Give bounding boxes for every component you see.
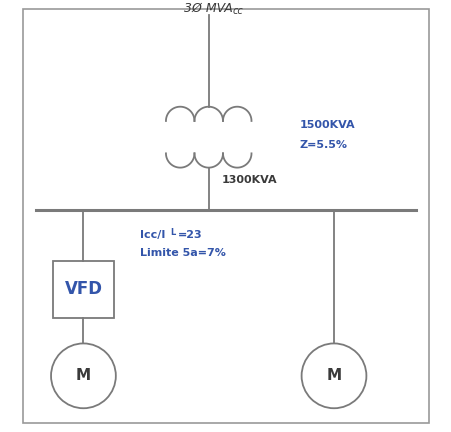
Text: cc: cc xyxy=(232,6,243,16)
Text: VFD: VFD xyxy=(64,280,102,299)
Text: Z=5.5%: Z=5.5% xyxy=(299,140,347,150)
Bar xyxy=(53,261,114,318)
Text: 1500KVA: 1500KVA xyxy=(299,120,354,130)
Text: 1300KVA: 1300KVA xyxy=(221,175,277,185)
Text: Limite 5a=7%: Limite 5a=7% xyxy=(139,248,225,258)
Text: =23: =23 xyxy=(177,230,202,241)
Text: M: M xyxy=(76,368,91,383)
Text: L: L xyxy=(170,228,175,237)
Text: M: M xyxy=(326,368,341,383)
Text: Icc/I: Icc/I xyxy=(139,230,165,241)
Text: 3Ø MVA: 3Ø MVA xyxy=(184,2,233,15)
